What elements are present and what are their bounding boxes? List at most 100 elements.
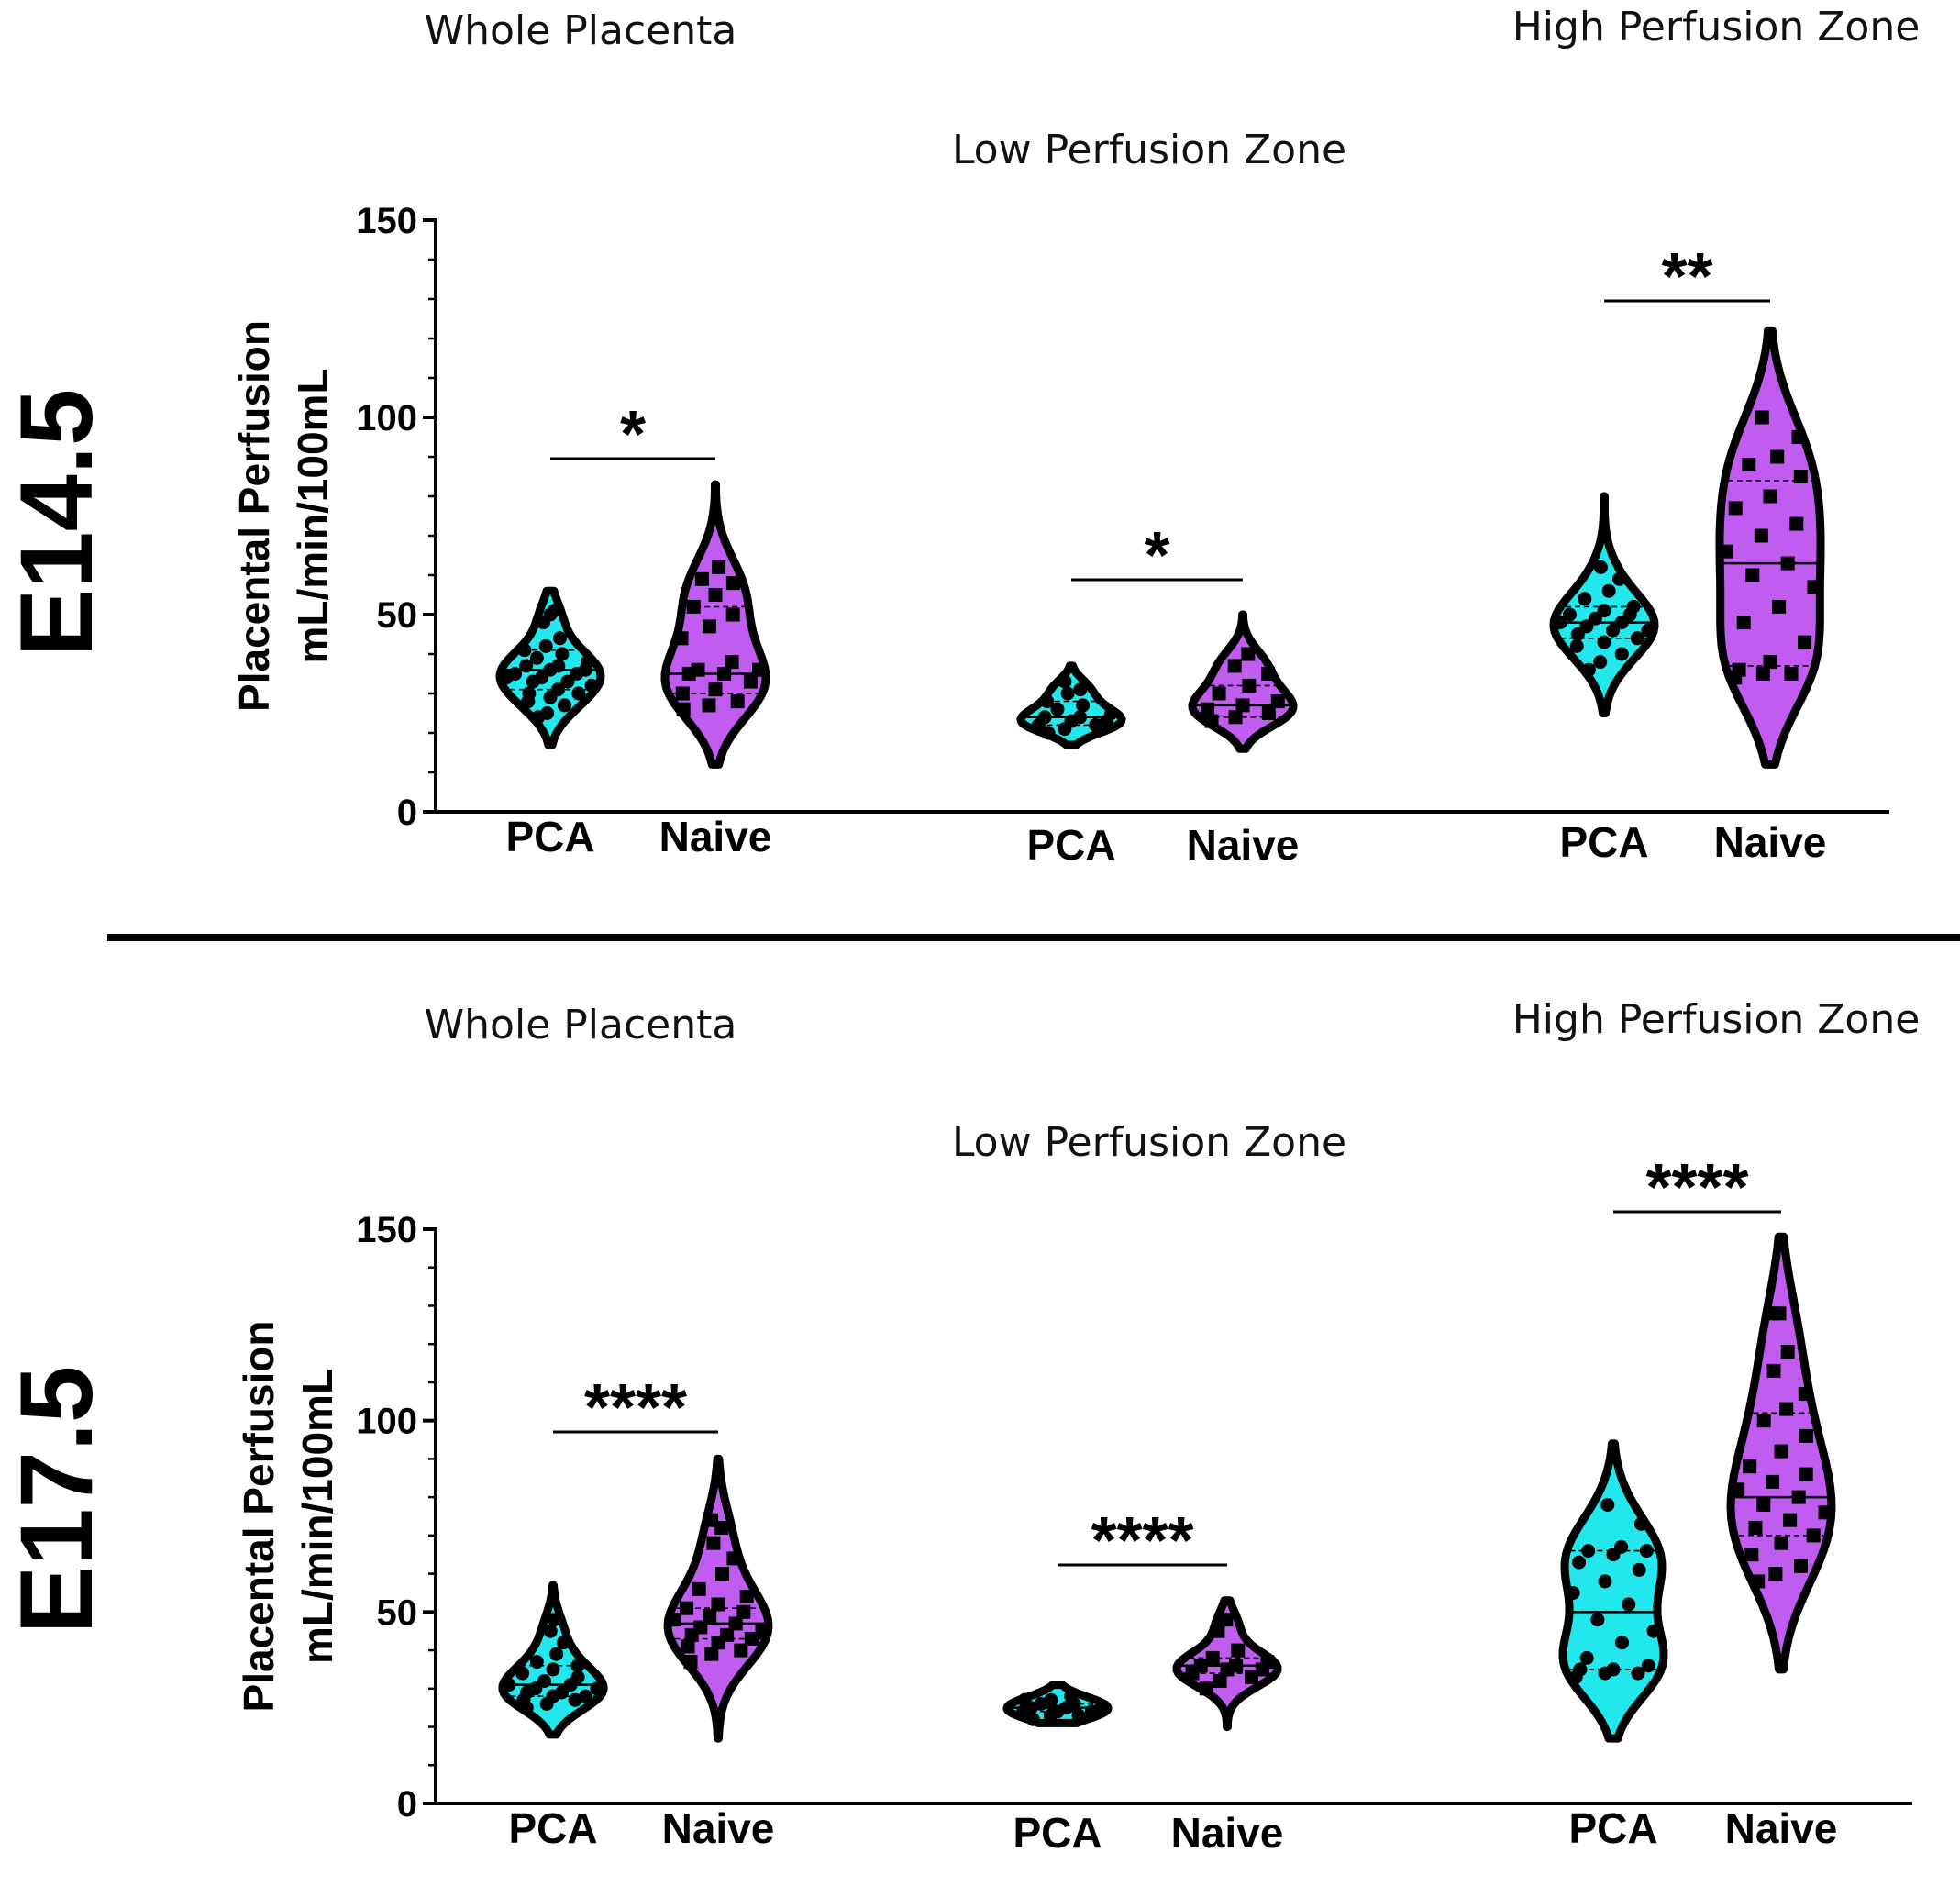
data-point-naive [675, 686, 690, 701]
data-point-pca [1633, 1516, 1648, 1531]
data-point-pca [1614, 1539, 1629, 1554]
data-point-pca [1641, 623, 1655, 638]
data-point-naive [706, 1536, 721, 1550]
data-point-naive [1789, 516, 1804, 531]
data-point-pca [1073, 682, 1088, 697]
data-point-pca [580, 655, 594, 670]
y-tick-label: 0 [397, 1784, 417, 1825]
x-category-label-naive: Naive [1187, 821, 1300, 869]
violin-pca [1016, 661, 1126, 749]
data-point-naive [1212, 686, 1226, 701]
data-point-naive [1806, 1528, 1821, 1543]
data-point-naive [755, 1624, 770, 1638]
data-point-naive [1755, 667, 1770, 681]
data-point-pca [1630, 631, 1644, 646]
data-point-pca [570, 1670, 585, 1684]
data-point-naive [1228, 710, 1243, 725]
data-point-pca [1060, 686, 1075, 701]
data-point-pca [1601, 583, 1616, 598]
data-point-naive [730, 694, 745, 709]
data-point-pca [1622, 1597, 1636, 1612]
data-point-pca [1064, 1689, 1079, 1703]
data-point-pca [515, 1666, 530, 1681]
data-point-pca [1606, 1662, 1621, 1677]
data-point-pca [1590, 1613, 1605, 1627]
data-point-pca [1626, 599, 1641, 614]
data-point-naive [702, 619, 716, 634]
data-point-naive [1791, 1490, 1806, 1504]
y-tick-label: 150 [356, 201, 417, 241]
x-category-label-naive: Naive [1171, 1809, 1284, 1857]
group-title-1: Low Perfusion Zone [952, 1119, 1346, 1166]
data-point-naive [1772, 1306, 1787, 1321]
data-point-pca [1615, 1636, 1629, 1650]
data-point-pca [540, 706, 555, 720]
data-point-naive [1763, 655, 1777, 670]
data-point-naive [704, 1647, 719, 1661]
data-point-naive [1245, 1670, 1258, 1684]
data-point-naive [1766, 1474, 1779, 1489]
data-point-naive [1774, 1444, 1788, 1459]
y-tick-label: 150 [356, 1210, 417, 1250]
y-tick-label: 0 [397, 793, 417, 833]
data-point-pca [1593, 560, 1608, 574]
data-point-naive [681, 1639, 695, 1654]
data-point-naive [739, 1590, 754, 1604]
data-point-naive [725, 655, 739, 670]
data-point-pca [502, 1678, 516, 1692]
data-point-pca [584, 678, 599, 693]
data-point-pca [1578, 592, 1592, 606]
data-point-naive [1205, 1650, 1220, 1665]
data-point-naive [1766, 1363, 1781, 1378]
data-point-pca [553, 631, 567, 646]
data-point-pca [1597, 604, 1611, 618]
data-point-pca [1104, 706, 1119, 720]
data-point-pca [1094, 1701, 1109, 1715]
data-point-naive [1780, 1345, 1795, 1359]
group-title-0: Whole Placenta [425, 7, 737, 54]
data-point-naive [1199, 1681, 1213, 1696]
significance-stars: **** [1091, 1504, 1193, 1578]
data-point-pca [543, 1624, 558, 1638]
data-point-naive [1751, 1574, 1766, 1589]
data-point-pca [1570, 627, 1585, 641]
violin-naive [1715, 326, 1825, 769]
data-point-pca [555, 1685, 569, 1700]
data-point-pca [1631, 1666, 1645, 1681]
data-point-naive [1780, 556, 1795, 571]
data-point-naive [734, 1643, 748, 1658]
data-point-naive [1768, 1567, 1783, 1581]
data-point-pca [579, 1689, 593, 1703]
significance-stars: * [1144, 519, 1169, 593]
data-point-naive [752, 662, 766, 677]
data-point-pca [1593, 655, 1608, 670]
data-point-naive [712, 560, 726, 574]
data-point-naive [1756, 1498, 1771, 1512]
y-tick-label: 50 [377, 1592, 418, 1633]
data-point-naive [744, 1632, 759, 1646]
data-point-pca [1050, 702, 1065, 716]
y-axis-label-line1: Placental Perfusion [235, 1321, 282, 1713]
data-point-pca [590, 1681, 604, 1696]
x-category-label-pca: PCA [505, 813, 594, 860]
data-point-naive [1745, 568, 1760, 582]
data-point-naive [674, 631, 689, 646]
data-point-naive [1743, 1459, 1757, 1474]
data-point-naive [1772, 599, 1787, 614]
group-title-2: High Perfusion Zone [1512, 996, 1921, 1043]
data-point-pca [1600, 1498, 1615, 1512]
data-point-naive [1742, 458, 1756, 472]
data-point-pca [519, 659, 534, 673]
data-point-naive [692, 1581, 706, 1596]
data-point-naive [1763, 489, 1777, 504]
data-point-naive [1227, 659, 1242, 673]
data-point-pca [571, 686, 586, 701]
data-point-naive [1794, 1559, 1808, 1573]
data-point-pca [1058, 674, 1072, 689]
data-point-naive [711, 1597, 725, 1612]
data-point-naive [1755, 410, 1769, 425]
x-category-label-naive: Naive [659, 813, 772, 860]
data-point-naive [717, 667, 732, 681]
data-point-naive [708, 588, 723, 602]
data-point-naive [1736, 616, 1751, 630]
